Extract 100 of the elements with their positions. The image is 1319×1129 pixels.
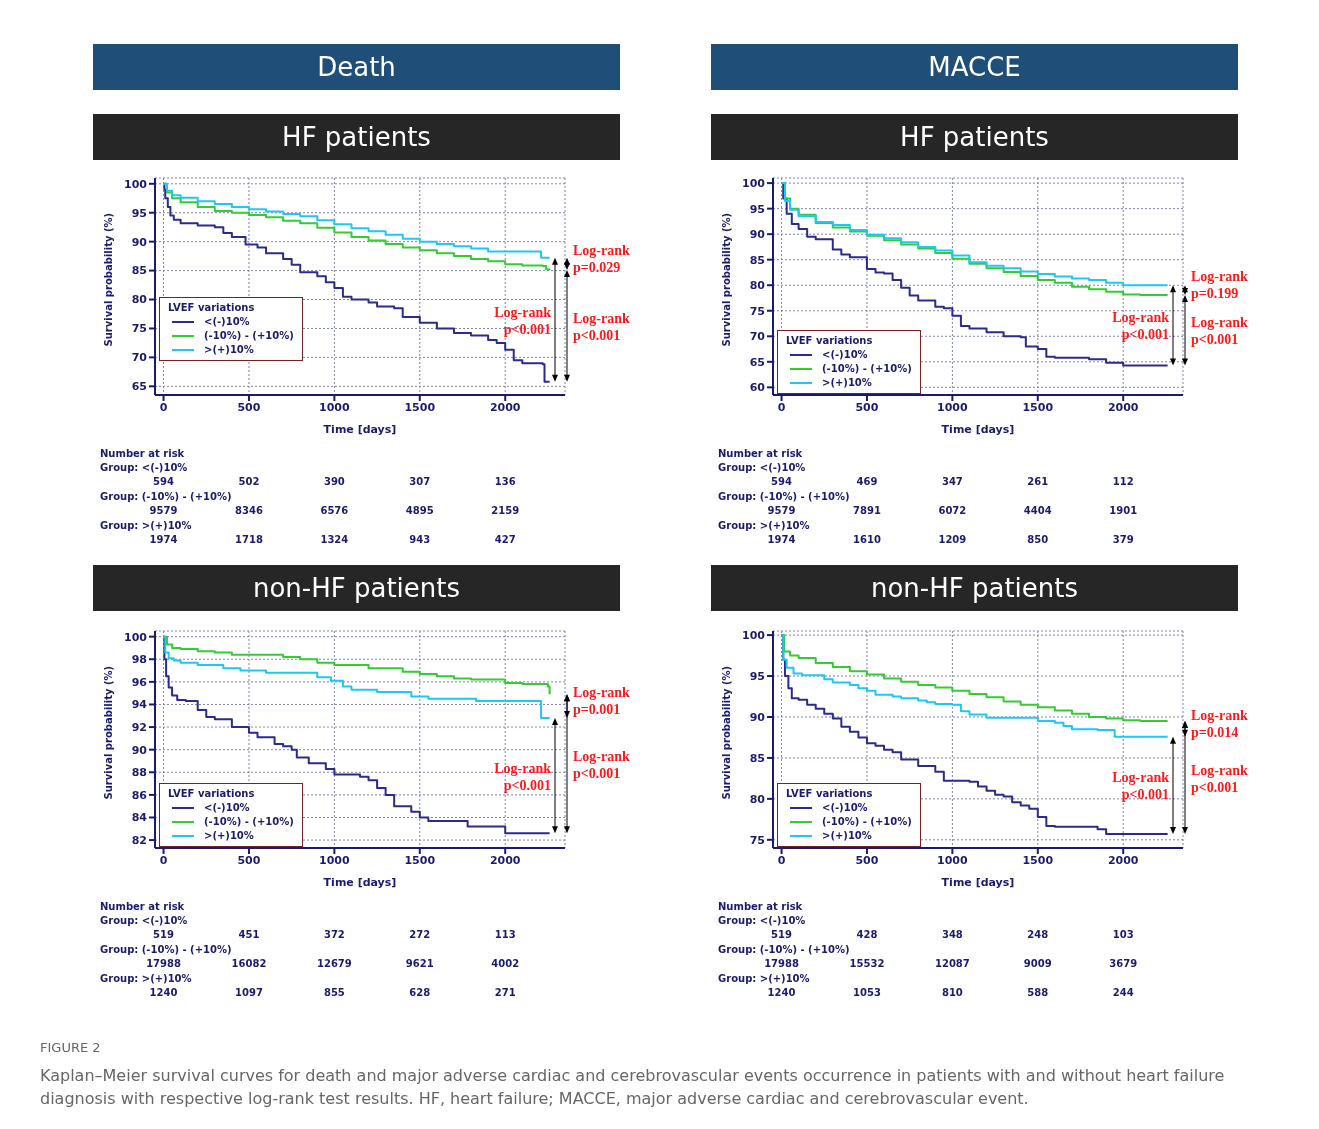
y-tick-label: 80 [749,792,766,806]
text: Group: <(-)10% [100,462,188,473]
text: 12087 [933,958,971,969]
annotation: Log-rank p<0.001 [494,760,552,793]
x-tick-label: 1000 [319,400,351,414]
text: 1240 [148,987,179,998]
text: 113 [493,929,517,940]
text: 272 [408,929,432,940]
text: 307 [408,476,432,487]
text: 6072 [937,505,968,516]
y-tick-label: 85 [749,751,765,765]
legend-label: (-10%) - (+10%) [822,814,912,829]
y-tick-label: 95 [749,669,765,683]
y-axis-title: Survival probability (%) [102,665,114,800]
legend-label: <(-)10% [204,315,250,330]
text: 451 [237,929,261,940]
text: 379 [1111,534,1135,545]
text: 1901 [1108,505,1139,516]
text: Group: (-10%) - (+10%) [718,491,850,502]
legend-title: LVEF variations [786,333,874,348]
text: 103 [1111,929,1135,940]
y-tick-label: 70 [131,351,148,365]
y-tick-label: 95 [131,206,147,220]
legend-title: LVEF variations [786,786,874,801]
text: 347 [940,476,964,487]
y-tick-label: 60 [749,381,766,395]
legend-title: LVEF variations [168,301,256,316]
x-tick-label: 2000 [1107,400,1139,414]
text: Group: >(+)10% [718,520,810,531]
text: Group: >(+)10% [100,973,192,984]
legend-label: >(+)10% [822,828,872,843]
caption: FIGURE 2 [40,1039,102,1057]
text: Log-rank p<0.001 [1191,315,1248,348]
text: 3679 [1108,958,1139,969]
x-tick-label: 1500 [1022,853,1054,867]
text: Group: (-10%) - (+10%) [100,944,232,955]
text: Log-rank p=0.199 [1191,269,1248,302]
y-axis-title: Survival probability (%) [102,212,114,347]
text: 943 [408,534,432,545]
x-tick-label: 0 [777,400,786,414]
x-tick-label: 0 [777,853,786,867]
text: 502 [237,476,261,487]
legend-label: >(+)10% [204,828,254,843]
text: Group: >(+)10% [718,973,810,984]
text: 248 [1026,929,1050,940]
y-tick-label: 90 [131,235,148,249]
text: 1240 [766,987,797,998]
y-tick-label: 90 [749,710,766,724]
legend-label: (-10%) - (+10%) [204,814,294,829]
text: 9621 [404,958,435,969]
chart-title: MACCE [711,44,1238,90]
x-axis-title: Time [days] [323,423,397,436]
legend-label: >(+)10% [822,375,872,390]
text: 136 [493,476,517,487]
x-tick-label: 500 [855,853,879,867]
text: Kaplan–Meier survival curves for death and major adverse cardiac and cerebrovascular events occurrence in patients with and without heart failure diagnosis with respective log-rank test results. HF, heart failure; MACCE, major adverse cardiac and cerebrovascular event. [40,1065,1226,1110]
y-tick-label: 90 [749,228,766,242]
x-tick-label: 500 [855,400,879,414]
x-tick-label: 2000 [489,400,521,414]
chart-subtitle: HF patients [711,114,1238,160]
y-tick-label: 65 [131,380,147,394]
x-tick-label: 1000 [937,400,969,414]
annotation: Log-rank p<0.001 [1112,310,1170,343]
legend-label: >(+)10% [204,343,254,358]
text: 348 [940,929,964,940]
text: 9579 [766,505,797,516]
text: Number at risk [100,901,185,912]
y-tick-label: 98 [131,653,147,667]
y-tick-label: 85 [749,253,765,267]
legend-label: (-10%) - (+10%) [822,361,912,376]
legend-label: <(-)10% [204,800,250,815]
text: 261 [1026,476,1050,487]
y-axis-title: Survival probability (%) [720,212,732,347]
text: Number at risk [100,448,185,459]
y-tick-label: 75 [749,833,765,847]
text: 850 [1026,534,1050,545]
x-tick-label: 1000 [319,853,351,867]
text: 15532 [848,958,886,969]
y-tick-label: 82 [131,833,147,847]
x-tick-label: 1000 [937,853,969,867]
y-tick-label: 92 [131,720,147,734]
y-tick-label: 100 [124,630,148,644]
y-tick-label: 100 [742,629,766,642]
text: Group: <(-)10% [718,462,806,473]
y-tick-label: 96 [131,675,148,689]
y-tick-label: 85 [131,264,147,278]
text: 112 [1111,476,1135,487]
y-tick-label: 75 [749,304,765,318]
text: 1324 [319,534,350,545]
y-tick-label: 84 [131,811,148,825]
text: 588 [1026,987,1050,998]
text: 1718 [234,534,264,545]
text: 7891 [852,505,882,516]
text: 855 [322,987,346,998]
text: Number at risk [718,448,803,459]
x-tick-label: 2000 [1107,853,1139,867]
text: Group: <(-)10% [718,915,806,926]
x-tick-label: 2000 [489,853,521,867]
legend-label: <(-)10% [822,800,868,815]
x-tick-label: 500 [237,400,261,414]
